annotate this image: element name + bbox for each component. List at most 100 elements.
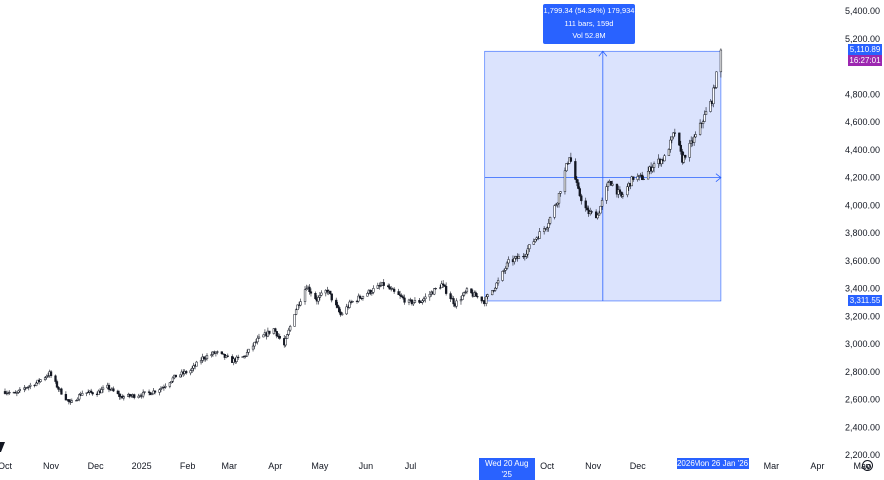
- price-tick-label: 5,400.00: [845, 6, 880, 16]
- candle: [192, 362, 195, 372]
- candle: [526, 245, 529, 259]
- candle: [81, 390, 84, 396]
- candle: [133, 393, 136, 400]
- candle: [100, 386, 103, 394]
- candle: [459, 295, 463, 305]
- candle: [713, 85, 717, 90]
- candle: [599, 205, 602, 214]
- candle: [424, 293, 427, 303]
- candle: [339, 309, 342, 317]
- price-tick-label: 3,000.00: [845, 339, 880, 349]
- measure-horizontal-arrowhead: [715, 173, 722, 182]
- time-tick-label: Dec: [88, 461, 105, 471]
- settings-gear-icon[interactable]: [862, 460, 873, 471]
- candle: [185, 370, 188, 375]
- candle: [245, 349, 249, 357]
- candle: [557, 192, 561, 208]
- candle: [199, 357, 203, 365]
- tradingview-logo-icon: [0, 442, 5, 452]
- candle: [303, 286, 307, 305]
- candle: [611, 180, 614, 187]
- candle: [422, 296, 425, 303]
- price-tick-label: 2,200.00: [845, 450, 880, 460]
- time-tick-label: Nov: [43, 461, 60, 471]
- candle: [528, 244, 531, 253]
- candle: [609, 180, 613, 186]
- candle: [719, 48, 723, 78]
- candle: [449, 291, 452, 302]
- candlestick-series: [3, 48, 723, 405]
- measure-bars-text: 111 bars, 159d: [564, 18, 614, 28]
- candle: [470, 288, 473, 294]
- candle: [684, 154, 687, 160]
- candle: [189, 368, 192, 376]
- measure-volume-text: Vol 52.8M: [572, 31, 606, 40]
- candle: [590, 209, 593, 215]
- candle: [278, 333, 281, 340]
- candle: [620, 191, 623, 198]
- candle: [64, 391, 68, 401]
- candle: [387, 283, 390, 288]
- candle: [525, 250, 528, 259]
- candle: [382, 279, 385, 290]
- candle: [565, 163, 568, 173]
- price-tick-label: 3,800.00: [845, 228, 880, 238]
- candle: [253, 341, 256, 350]
- price-tick-label: 2,400.00: [845, 422, 880, 432]
- candle: [584, 197, 587, 212]
- time-tick-label: Jun: [359, 461, 374, 471]
- range-start-price-tag: 3,311.55: [848, 294, 882, 306]
- candle: [505, 261, 509, 270]
- candle: [636, 173, 639, 182]
- candle: [107, 382, 111, 393]
- candle: [462, 291, 466, 297]
- candle: [296, 304, 299, 311]
- candle: [605, 183, 608, 204]
- candle: [118, 390, 121, 400]
- candle: [442, 280, 445, 288]
- candle: [495, 282, 498, 290]
- candle: [326, 286, 329, 295]
- candle: [345, 303, 348, 316]
- candle: [370, 289, 374, 296]
- candle: [421, 299, 424, 305]
- candle: [287, 327, 290, 337]
- candle: [57, 385, 60, 392]
- time-tick-label: Nov: [585, 461, 602, 471]
- candle: [392, 287, 396, 294]
- candle: [651, 164, 654, 173]
- candle: [397, 288, 400, 295]
- candle: [600, 197, 604, 211]
- candle: [597, 210, 601, 216]
- candle: [407, 298, 411, 306]
- candle: [3, 388, 7, 395]
- candle: [309, 288, 313, 297]
- candle: [688, 139, 691, 162]
- candle: [698, 119, 702, 136]
- candle: [480, 296, 483, 304]
- candle: [412, 302, 415, 307]
- candle: [358, 294, 362, 299]
- candle: [670, 136, 674, 144]
- candle: [361, 295, 365, 301]
- candle: [89, 388, 93, 394]
- candle: [419, 301, 423, 304]
- candle: [642, 175, 645, 181]
- candle: [433, 288, 436, 296]
- price-tick-label: 3,200.00: [845, 311, 880, 321]
- candle: [17, 390, 20, 394]
- candle: [513, 255, 516, 265]
- candle: [672, 132, 675, 140]
- candle: [91, 391, 94, 396]
- candle: [49, 370, 53, 379]
- candle: [141, 389, 145, 399]
- candle: [320, 290, 323, 297]
- candle: [317, 295, 320, 305]
- candle: [575, 176, 578, 187]
- candle: [45, 374, 48, 380]
- candle: [663, 153, 666, 162]
- candle: [54, 374, 57, 384]
- candle: [293, 314, 296, 327]
- candle: [329, 290, 332, 295]
